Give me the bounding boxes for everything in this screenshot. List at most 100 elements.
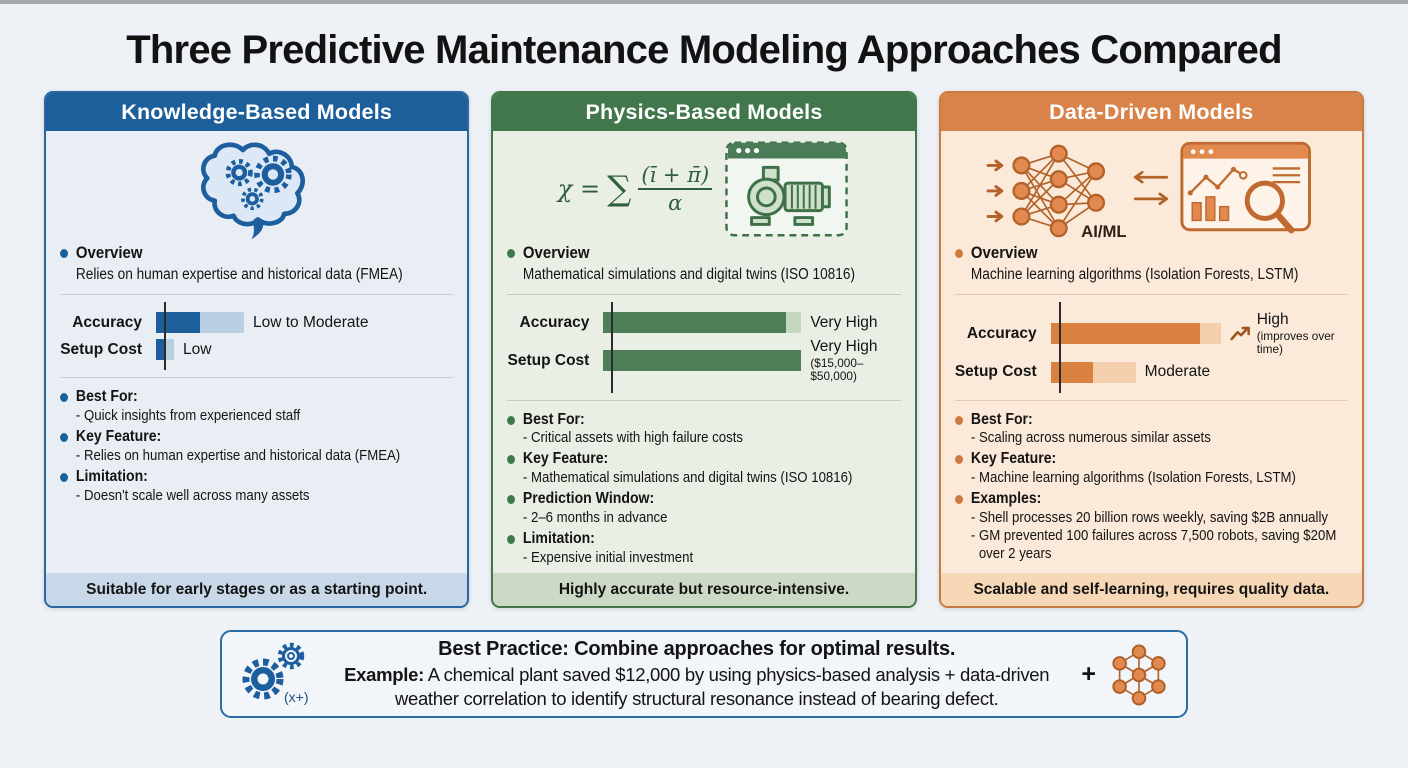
bullet-dot — [60, 433, 68, 443]
metrics-chart: Accuracy Very High Setup Cost Very High … — [507, 297, 900, 397]
overview-heading: Overview — [523, 243, 590, 262]
bullet-dot — [954, 455, 963, 465]
setup-cost-bar — [156, 339, 174, 361]
bullet-heading: Examples: — [970, 490, 1042, 508]
setup-cost-label: Setup Cost — [60, 340, 142, 358]
setup-cost-bar — [603, 350, 802, 372]
bullet-text: - Shell processes 20 billion rows weekly… — [970, 508, 1328, 526]
list-item: Key Feature: - Mathematical simulations … — [507, 449, 905, 487]
bullet-text: - Relies on human expertise and historic… — [75, 446, 401, 464]
ai-ml-label: AI/ML — [1082, 222, 1127, 241]
setup-cost-label: Setup Cost — [954, 363, 1037, 381]
list-item: Best For: - Scaling across numerous simi… — [954, 410, 1353, 448]
setup-cost-value: Low — [183, 340, 212, 358]
bullet-dot — [60, 473, 68, 482]
accuracy-bar — [1050, 323, 1221, 345]
neural-network-dashboard-icon: AI/ML — [986, 141, 1312, 241]
bullet-heading: Key Feature: — [75, 428, 162, 446]
card-data-driven: Data-Driven Models — [938, 91, 1364, 608]
list-item: Best For: - Critical assets with high fa… — [507, 410, 905, 448]
sum-symbol: ∑ — [607, 169, 632, 209]
bullet-heading: Key Feature: — [970, 450, 1056, 468]
bullet-text: - GM prevented 100 failures across 7,500… — [970, 527, 1336, 563]
list-item: Examples: - Shell processes 20 billion r… — [954, 489, 1353, 563]
overview-text: Machine learning algorithms (Isolation F… — [970, 266, 1299, 283]
overview-text: Mathematical simulations and digital twi… — [523, 266, 856, 283]
list-item: Limitation: - Expensive initial investme… — [507, 529, 905, 567]
bullet-dot — [954, 495, 963, 505]
brain-gears-icon — [200, 142, 305, 240]
accuracy-value: Very High — [810, 313, 878, 331]
cards-row: Knowledge-Based Models Overview Relies o… — [0, 91, 1408, 608]
bullet-dot — [507, 249, 516, 258]
accuracy-bar — [603, 312, 802, 334]
accuracy-row: Accuracy Low to Moderate — [60, 312, 453, 334]
card-footer-note: Highly accurate but resource-intensive. — [493, 573, 915, 606]
card-footer-note: Suitable for early stages or as a starti… — [46, 573, 468, 606]
gears-icon-caption: (x+) — [284, 689, 309, 705]
bullet-dot — [507, 455, 516, 465]
trend-up-icon — [1230, 327, 1250, 341]
bullet-text: - Doesn't scale well across many assets — [75, 486, 310, 504]
accuracy-label: Accuracy — [72, 313, 142, 331]
accuracy-label: Accuracy — [966, 324, 1037, 342]
setup-cost-value-range: ($15,000–$50,000) — [810, 356, 864, 383]
list-item: Best For: - Quick insights from experien… — [60, 387, 458, 425]
overview-section: Overview Machine learning algorithms (Is… — [941, 243, 1362, 292]
list-item: Key Feature: - Relies on human expertise… — [60, 427, 458, 465]
accuracy-label: Accuracy — [519, 313, 590, 331]
bullet-text: - Quick insights from experienced staff — [75, 406, 301, 424]
divider — [60, 377, 454, 379]
setup-cost-value-main: Very High — [810, 338, 878, 356]
best-practice-text: Best Practice: Combine approaches for op… — [324, 636, 1069, 712]
best-practice-example-wrap: weather correlation to identify structur… — [394, 688, 999, 710]
best-practice-example: Example: A chemical plant saved $12,000 … — [324, 663, 1069, 688]
list-item: Limitation: - Doesn't scale well across … — [60, 467, 458, 505]
bullet-text: - Machine learning algorithms (Isolation… — [970, 468, 1296, 486]
bullet-dot — [507, 535, 516, 545]
overview-text: Relies on human expertise and historical… — [75, 266, 403, 283]
top-edge-strip — [0, 0, 1408, 4]
overview-heading: Overview — [75, 243, 143, 262]
setup-cost-row: Setup Cost Moderate — [954, 361, 1348, 383]
bullet-heading: Best For: — [970, 410, 1033, 428]
setup-cost-value: Moderate — [1144, 362, 1211, 380]
bullet-text: - Mathematical simulations and digital t… — [523, 468, 853, 486]
neural-network-icon — [1112, 644, 1166, 706]
card-title: Data-Driven Models — [940, 93, 1362, 131]
setup-cost-bar — [1050, 361, 1136, 383]
formula-icon: χ = ∑ (ī + π̄) α — [558, 164, 713, 215]
divider — [954, 399, 1348, 401]
bullet-dot — [954, 415, 963, 425]
best-practice-box: (x+) Best Practice: Combine approaches f… — [220, 630, 1188, 718]
accuracy-value: Low to Moderate — [253, 313, 369, 331]
setup-cost-value: Very High ($15,000–$50,000) — [810, 338, 900, 383]
details-list: Best For: - Critical assets with high fa… — [493, 403, 914, 573]
list-item: Prediction Window: - 2–6 months in advan… — [507, 489, 905, 527]
bullet-heading: Limitation: — [75, 468, 148, 485]
bullet-text: - Expensive initial investment — [523, 548, 694, 566]
accuracy-bar — [156, 312, 244, 334]
bullet-dot — [507, 415, 516, 425]
bullet-heading: Best For: — [75, 388, 138, 406]
card-title: Physics-Based Models — [493, 93, 915, 131]
overview-section: Overview Mathematical simulations and di… — [493, 243, 914, 292]
bullet-text: - 2–6 months in advance — [523, 508, 668, 526]
bullet-text: - Scaling across numerous similar assets — [970, 429, 1211, 447]
metrics-chart: Accuracy Low to Moderate Setup Cost Low — [60, 297, 453, 375]
plus-sign: + — [1081, 659, 1096, 688]
overview-section: Overview Relies on human expertise and h… — [46, 243, 467, 292]
bullet-text: - Critical assets with high failure cost… — [523, 429, 744, 447]
card-footer-note: Scalable and self-learning, requires qua… — [940, 573, 1362, 606]
details-list: Best For: - Scaling across numerous simi… — [941, 403, 1362, 573]
page-title: Three Predictive Maintenance Modeling Ap… — [126, 28, 1282, 72]
card-title: Knowledge-Based Models — [46, 93, 468, 131]
bullet-heading: Limitation: — [523, 530, 596, 548]
formula-denominator: α — [668, 191, 683, 215]
formula-numerator: (ī + π̄) — [638, 164, 713, 190]
setup-cost-row: Setup Cost Very High ($15,000–$50,000) — [507, 338, 900, 383]
list-item: Key Feature: - Machine learning algorith… — [954, 449, 1353, 487]
overview-heading: Overview — [970, 243, 1038, 262]
setup-cost-label: Setup Cost — [507, 351, 590, 369]
divider — [507, 294, 901, 296]
